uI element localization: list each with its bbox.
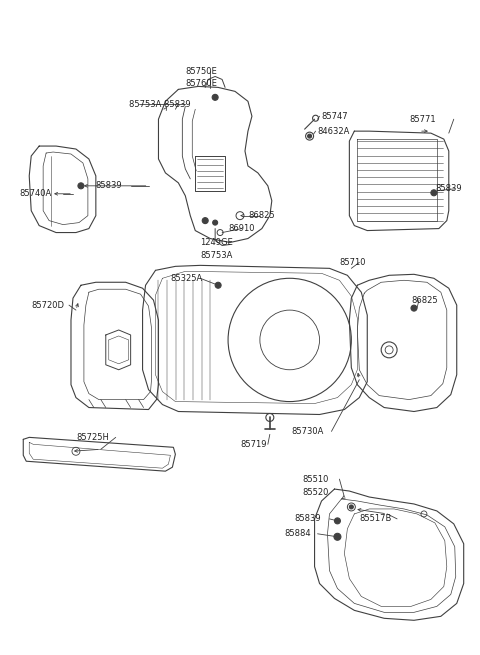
Text: 85510: 85510 — [302, 475, 329, 483]
Text: 85747: 85747 — [322, 112, 348, 121]
Text: 85753A: 85753A — [200, 251, 233, 260]
Text: 86910: 86910 — [228, 224, 254, 233]
Circle shape — [308, 134, 312, 138]
Circle shape — [213, 220, 217, 225]
Text: 85520: 85520 — [302, 487, 329, 496]
Circle shape — [431, 190, 437, 196]
Circle shape — [334, 533, 341, 540]
Text: 85740A: 85740A — [19, 189, 51, 198]
Circle shape — [212, 94, 218, 100]
Text: 85720D: 85720D — [31, 301, 64, 310]
Text: 85884: 85884 — [285, 529, 312, 538]
Circle shape — [411, 305, 417, 311]
Text: 85325A: 85325A — [170, 274, 203, 283]
Text: 85750E: 85750E — [185, 67, 217, 76]
Text: 85771: 85771 — [409, 115, 436, 124]
Text: 1249GE: 1249GE — [200, 238, 233, 247]
Text: 86825: 86825 — [248, 211, 275, 220]
Text: 86825: 86825 — [411, 295, 438, 305]
Text: 85839: 85839 — [96, 181, 122, 191]
Text: 85710: 85710 — [339, 258, 366, 267]
Text: 85839: 85839 — [295, 514, 321, 523]
Text: 84632A: 84632A — [318, 126, 350, 136]
Text: 85839: 85839 — [436, 184, 463, 193]
Circle shape — [349, 505, 353, 509]
Circle shape — [202, 217, 208, 223]
Text: 85730A: 85730A — [292, 427, 324, 436]
Circle shape — [335, 518, 340, 524]
Circle shape — [78, 183, 84, 189]
Text: 85517B: 85517B — [360, 514, 392, 523]
Text: 85725H: 85725H — [76, 433, 109, 442]
Text: 85760E: 85760E — [185, 79, 217, 88]
Text: 85753A 85839: 85753A 85839 — [129, 100, 190, 109]
Circle shape — [215, 282, 221, 288]
Text: 85719: 85719 — [240, 440, 266, 449]
